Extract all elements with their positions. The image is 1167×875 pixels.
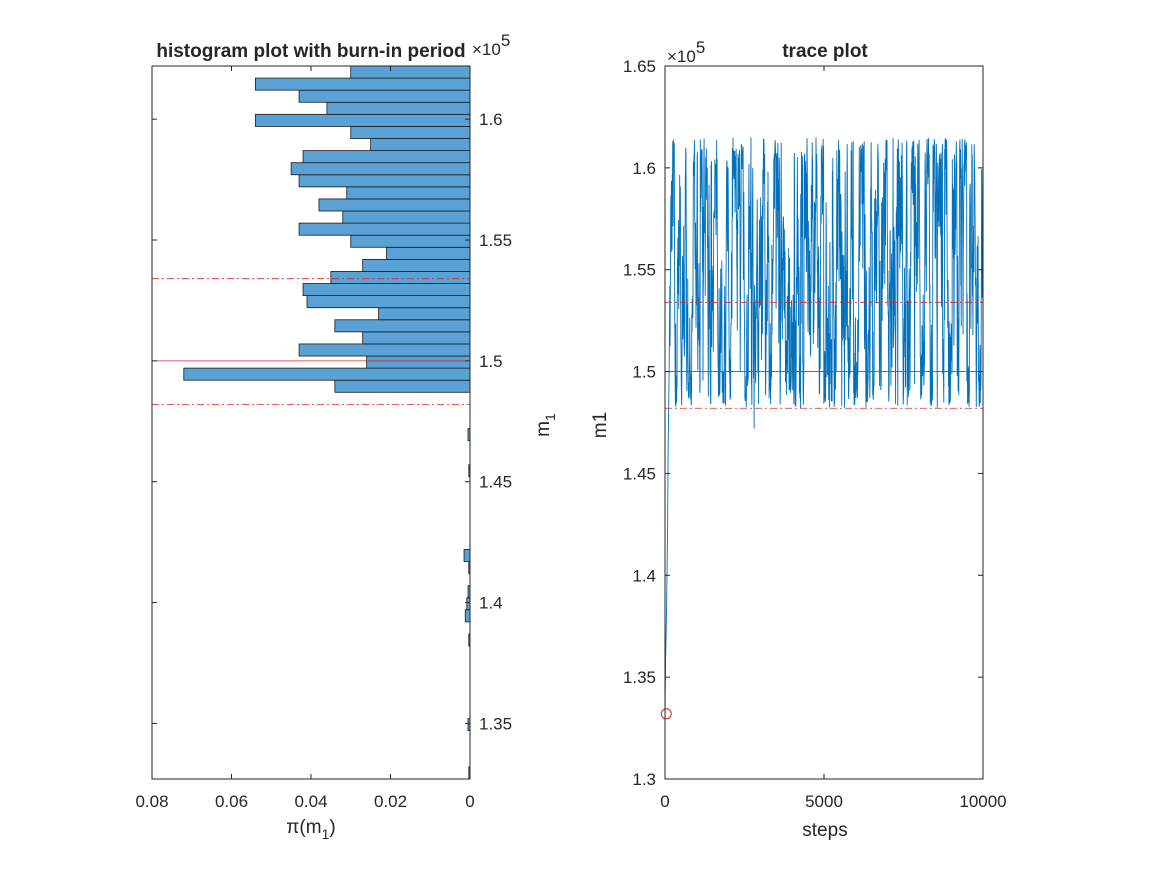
- histogram-y-tick-label: 1.5: [479, 352, 503, 371]
- histogram-exponent: ×105: [472, 31, 510, 59]
- histogram-bar: [463, 548, 471, 562]
- histogram-bar: [298, 174, 471, 188]
- trace-series-line: [665, 137, 983, 714]
- histogram-x-label-main: π(m: [286, 817, 321, 838]
- histogram-bar: [346, 186, 471, 200]
- histogram-y-tick-label: 1.6: [479, 110, 503, 129]
- histogram-y-label-sub: 1: [542, 413, 558, 421]
- histogram-x-label-sub: 1: [322, 826, 330, 842]
- trace-exponent-power: 5: [696, 38, 705, 57]
- histogram-y-tick-label: 1.35: [479, 714, 512, 733]
- histogram-bar: [350, 126, 471, 139]
- histogram-bar: [302, 283, 471, 297]
- trace-y-tick-label: 1.5: [632, 363, 656, 382]
- histogram-y-label-group: m1: [533, 413, 558, 437]
- histogram-x-tick-label: 0.02: [374, 792, 407, 811]
- trace-y-label: m1: [590, 412, 611, 438]
- histogram-panel: 0.08 0.06 0.04 0.02 0 1.351.41.451.51.551.6 …: [135, 31, 558, 842]
- trace-y-tick-label: 1.35: [623, 668, 656, 687]
- trace-x-tick-label: 10000: [959, 792, 1006, 811]
- trace-y-ticks: 1.3 1.35 1.4 1.45 1.5 1.55 1.6 1.65: [623, 57, 983, 789]
- histogram-x-tick-label: 0.04: [294, 792, 327, 811]
- trace-y-tick-label: 1.55: [623, 261, 656, 280]
- trace-start-marker: [660, 708, 672, 720]
- trace-y-tick-label: 1.65: [623, 57, 656, 76]
- trace-panel: 0 5000 10000 1.31.351.41.451.51.551.61.65 …: [590, 38, 1007, 841]
- trace-exponent: ×105: [667, 38, 705, 66]
- trace-y-tick-label: 1.6: [632, 159, 656, 178]
- histogram-bar: [254, 77, 471, 91]
- histogram-bar: [254, 113, 471, 127]
- histogram-bar: [386, 246, 471, 260]
- histogram-bar: [366, 355, 471, 369]
- trace-exponent-base: ×10: [667, 47, 696, 66]
- histogram-bar: [362, 258, 471, 272]
- histogram-bar: [298, 89, 471, 103]
- trace-x-ticks: 0 5000 10000: [660, 66, 1007, 811]
- histogram-exponent-base: ×10: [472, 40, 501, 59]
- histogram-bar: [183, 367, 471, 381]
- trace-y-label-group: m1: [590, 412, 611, 438]
- histogram-y-tick-label: 1.45: [479, 473, 512, 492]
- histogram-x-tick-label: 0.08: [135, 792, 168, 811]
- histogram-bar: [350, 234, 471, 248]
- histogram-bar: [306, 295, 471, 309]
- trace-y-tick-label: 1.3: [632, 770, 656, 789]
- histogram-y-label: m1: [533, 413, 558, 437]
- histogram-bar: [370, 138, 471, 151]
- trace-x-tick-label: 5000: [805, 792, 843, 811]
- histogram-bar: [334, 379, 471, 393]
- histogram-bar: [318, 198, 471, 212]
- histogram-bar: [326, 101, 471, 115]
- trace-reference-lines: [665, 301, 983, 409]
- histogram-exponent-power: 5: [501, 31, 510, 50]
- trace-title: trace plot: [782, 41, 868, 62]
- histogram-bars: [183, 65, 471, 780]
- histogram-bar: [464, 609, 471, 623]
- histogram-bar: [298, 222, 471, 236]
- histogram-bar: [350, 65, 471, 79]
- histogram-bar: [298, 343, 471, 357]
- histogram-bar: [334, 319, 471, 333]
- histogram-y-label-main: m: [533, 421, 554, 437]
- trace-y-tick-label: 1.45: [623, 464, 656, 483]
- histogram-y-tick-label: 1.55: [479, 231, 512, 250]
- trace-x-tick-label: 0: [660, 792, 669, 811]
- histogram-y-ticks: 1.35 1.4 1.45 1.5 1.55 1.6: [152, 110, 512, 733]
- histogram-bar: [378, 307, 471, 321]
- histogram-x-ticks: 0.08 0.06 0.04 0.02 0: [135, 66, 475, 811]
- histogram-reference-lines: [152, 278, 470, 405]
- histogram-bar: [290, 162, 471, 176]
- histogram-y-tick-label: 1.4: [479, 594, 503, 613]
- histogram-bar: [302, 150, 471, 164]
- histogram-x-tick-label: 0: [465, 792, 474, 811]
- histogram-title: histogram plot with burn-in period: [156, 41, 465, 62]
- histogram-bar: [330, 271, 471, 284]
- histogram-x-label-close: ): [329, 817, 335, 838]
- histogram-x-tick-label: 0.06: [215, 792, 248, 811]
- histogram-x-label: π(m1): [286, 817, 335, 842]
- trace-y-tick-label: 1.4: [632, 566, 656, 585]
- histogram-bar: [342, 210, 471, 224]
- trace-clip-group: [665, 137, 983, 714]
- histogram-bar: [362, 331, 471, 345]
- trace-x-label: steps: [802, 820, 847, 841]
